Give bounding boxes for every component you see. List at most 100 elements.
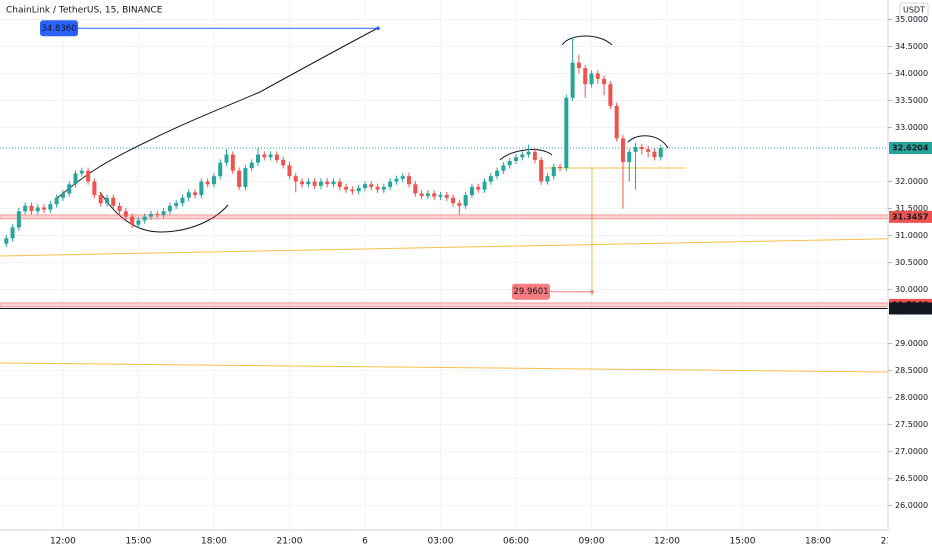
callout-label: 29.9601 xyxy=(513,287,548,297)
candle-body xyxy=(193,192,198,196)
price-axis xyxy=(888,0,932,550)
candle-body xyxy=(306,181,311,185)
x-tick-label: 15:00 xyxy=(125,537,151,547)
candle-body xyxy=(608,84,613,106)
candle-body xyxy=(155,213,160,216)
x-tick-label: 09:00 xyxy=(579,537,605,547)
levels xyxy=(0,147,889,309)
candle-body xyxy=(4,238,9,244)
candle-body xyxy=(652,151,657,158)
y-tick-label: 30.5000 xyxy=(895,258,928,267)
candle-body xyxy=(451,197,456,204)
candle-body xyxy=(633,146,638,152)
candle-body xyxy=(274,154,279,160)
candle-body xyxy=(539,159,544,182)
currency-box[interactable] xyxy=(899,2,929,18)
candle-body xyxy=(457,203,462,206)
x-tick-label: 12:00 xyxy=(50,537,76,547)
y-tick-label: 31.5000 xyxy=(895,204,928,213)
y-tick-label: 33.0000 xyxy=(895,123,928,132)
candle-body xyxy=(551,166,556,177)
candle-body xyxy=(161,211,166,216)
candle-body xyxy=(381,186,386,190)
candle-body xyxy=(325,181,330,185)
candle-body xyxy=(482,181,487,190)
candle-body xyxy=(576,62,581,69)
y-tick-label: 27.5000 xyxy=(895,420,928,429)
candle-body xyxy=(350,189,355,192)
arc xyxy=(627,135,669,149)
y-tick-label: 34.0000 xyxy=(895,69,928,78)
candle-body xyxy=(237,170,242,187)
price-label-box xyxy=(889,302,932,315)
price-band xyxy=(0,302,889,308)
candle-body xyxy=(513,157,518,161)
candle-body xyxy=(362,184,367,189)
candle-body xyxy=(413,184,418,194)
x-tick-label: 03:00 xyxy=(428,537,454,547)
candle-body xyxy=(469,186,474,196)
candle-body xyxy=(255,154,260,163)
candle-body xyxy=(211,176,216,185)
candle-body xyxy=(130,216,135,225)
candle-body xyxy=(620,138,625,163)
x-tick-label: 18:00 xyxy=(805,537,831,547)
candle-body xyxy=(312,181,317,186)
arc xyxy=(499,149,553,161)
candle-body xyxy=(583,68,588,85)
candle-body xyxy=(60,193,65,198)
candle-body xyxy=(463,195,468,206)
candle-body xyxy=(520,154,525,158)
y-tick-label: 29.0000 xyxy=(895,339,928,348)
currency: USDT xyxy=(903,6,925,15)
candle-body xyxy=(29,205,34,212)
candle-body xyxy=(149,213,154,217)
x-axis: 12:00 15:00 18:00 21:00 6 03:00 06:00 09:00 12:0… xyxy=(50,537,888,547)
trend-line xyxy=(0,237,932,257)
y-tick-label: 28.0000 xyxy=(895,393,928,402)
trend-line xyxy=(0,362,889,373)
candle-body xyxy=(174,203,179,206)
candle-body xyxy=(419,193,424,197)
y-tick-label: 30.0000 xyxy=(895,285,928,294)
chart-title: ChainLink / TetherUS, 15, BINANCE xyxy=(6,6,163,16)
candle-body xyxy=(54,197,59,205)
candle-body xyxy=(344,186,349,190)
y-tick-label: 26.0000 xyxy=(895,501,928,510)
candle-body xyxy=(495,170,500,177)
candle-body xyxy=(545,176,550,182)
y-tick-label: 34.5000 xyxy=(895,42,928,51)
candle-body xyxy=(394,178,399,182)
x-tick-label: 15:00 xyxy=(730,537,756,547)
y-tick-label: 33.5000 xyxy=(895,96,928,105)
x-tick-label: 06:00 xyxy=(503,537,529,547)
candle-body xyxy=(42,207,47,210)
y-tick-label: 28.5000 xyxy=(895,366,928,375)
candle-body xyxy=(425,193,430,197)
candle-body xyxy=(268,154,273,158)
candle-body xyxy=(646,149,651,152)
candle-body xyxy=(400,176,405,179)
candle-body xyxy=(243,168,248,187)
candle-body xyxy=(558,166,563,169)
callout-point xyxy=(590,289,594,294)
y-tick-label: 35.0000 xyxy=(895,15,928,24)
price-label: 29.6500 xyxy=(892,304,929,313)
y-tick-label: 32.0000 xyxy=(895,177,928,186)
candle-body xyxy=(230,154,235,171)
candle-body xyxy=(627,151,632,163)
candle-body xyxy=(564,97,569,169)
candle-body xyxy=(167,205,172,212)
price-label: 31.3457 xyxy=(892,212,928,221)
y-tick-label: 27.0000 xyxy=(895,447,928,456)
candle-body xyxy=(224,154,229,163)
y-tick-label: 31.0000 xyxy=(895,231,928,240)
trend-curve xyxy=(54,27,379,201)
candle-body xyxy=(388,181,393,187)
candle-body xyxy=(507,160,512,166)
arc xyxy=(561,35,613,46)
candle-body xyxy=(199,181,204,196)
candle-body xyxy=(614,105,619,139)
x-tick-label: 18:00 xyxy=(201,537,227,547)
